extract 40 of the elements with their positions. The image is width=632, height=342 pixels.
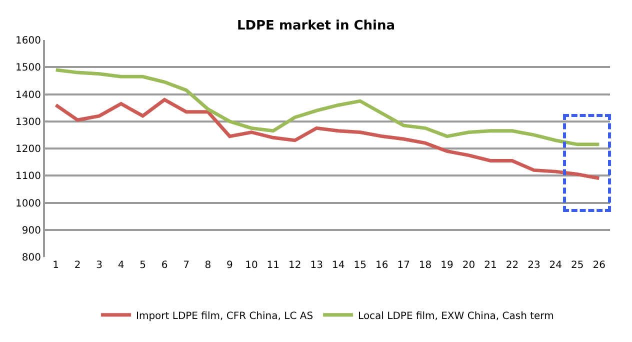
y-tick-label: 1400 [16, 90, 41, 101]
x-tick-label: 18 [418, 260, 432, 271]
x-tick-label: 26 [592, 260, 606, 271]
chart-title: LDPE market in China [236, 18, 396, 34]
y-tick-label: 1100 [16, 171, 41, 182]
x-tick-label: 17 [397, 260, 410, 271]
y-tick-label: 1300 [16, 116, 41, 128]
y-tick-label: 800 [22, 252, 41, 264]
y-tick-label: 1200 [16, 144, 41, 155]
legend-label: Import LDPE film, CFR China, LC AS [136, 310, 314, 322]
x-tick-label: 13 [310, 260, 323, 271]
y-tick-label: 1000 [16, 198, 41, 210]
line-series [54, 98, 601, 180]
x-tick-label: 24 [549, 260, 562, 271]
x-tick-label: 9 [226, 260, 233, 271]
x-tick-label: 14 [332, 260, 345, 271]
x-tick-label: 7 [183, 260, 190, 271]
x-tick-label: 3 [96, 260, 103, 271]
x-tick-label: 22 [506, 260, 519, 271]
x-tick-label: 16 [375, 260, 388, 271]
x-tick-label: 6 [161, 260, 168, 271]
x-tick-label: 8 [204, 260, 212, 271]
y-tick-label: 1500 [16, 62, 41, 74]
x-tick-label: 11 [266, 260, 280, 271]
x-tick-label: 12 [288, 260, 302, 271]
x-tick-label: 2 [74, 260, 81, 271]
x-tick-label: 21 [484, 260, 497, 271]
x-tick-label: 15 [354, 260, 366, 271]
x-tick-label: 23 [528, 260, 540, 271]
x-tick-label: 19 [440, 260, 454, 271]
x-tick-label: 10 [245, 260, 258, 271]
x-tick-label: 4 [118, 260, 124, 271]
y-tick-label: 1600 [16, 36, 41, 46]
x-tick-label: 25 [571, 260, 584, 271]
legend-label: Local LDPE film, EXW China, Cash term [358, 310, 554, 322]
y-tick-label: 900 [22, 225, 41, 236]
x-tick-label: 5 [140, 260, 146, 271]
x-tick-label: 20 [462, 260, 476, 271]
x-tick-label: 1 [52, 260, 60, 271]
line-series [54, 68, 601, 146]
